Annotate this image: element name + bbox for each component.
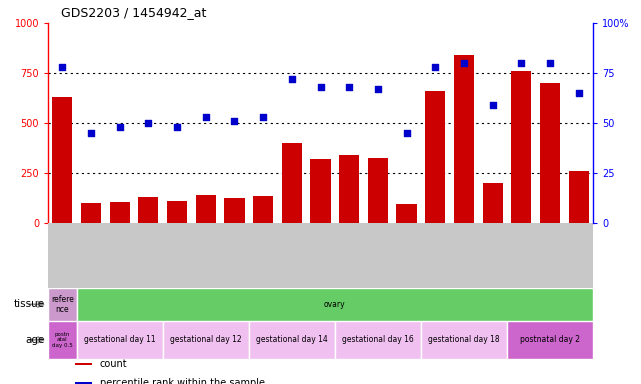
Point bbox=[401, 130, 412, 136]
Point bbox=[172, 124, 182, 130]
Point bbox=[430, 64, 440, 70]
Bar bbox=[454, 55, 474, 223]
Text: refere
nce: refere nce bbox=[51, 295, 74, 314]
Bar bbox=[196, 195, 216, 223]
Point bbox=[229, 118, 240, 124]
Bar bbox=[483, 183, 503, 223]
Point bbox=[516, 60, 526, 66]
Point bbox=[57, 64, 67, 70]
Text: gestational day 11: gestational day 11 bbox=[84, 335, 156, 344]
Text: count: count bbox=[100, 359, 128, 369]
Bar bbox=[339, 155, 359, 223]
Point bbox=[315, 84, 326, 90]
Point bbox=[459, 60, 469, 66]
Text: percentile rank within the sample: percentile rank within the sample bbox=[100, 378, 265, 384]
Bar bbox=[397, 204, 417, 223]
Bar bbox=[77, 321, 163, 359]
Bar bbox=[569, 171, 588, 223]
Bar bbox=[48, 288, 77, 321]
Bar bbox=[48, 321, 77, 359]
Bar bbox=[425, 91, 445, 223]
Point bbox=[574, 90, 584, 96]
Text: tissue: tissue bbox=[13, 299, 45, 310]
Point bbox=[115, 124, 125, 130]
Point bbox=[344, 84, 354, 90]
Text: GDS2203 / 1454942_at: GDS2203 / 1454942_at bbox=[61, 6, 206, 19]
Bar bbox=[421, 321, 507, 359]
Text: ovary: ovary bbox=[324, 300, 345, 309]
Bar bbox=[540, 83, 560, 223]
Bar bbox=[53, 97, 72, 223]
Text: gestational day 14: gestational day 14 bbox=[256, 335, 328, 344]
Point bbox=[372, 86, 383, 92]
Point bbox=[258, 114, 269, 120]
Bar bbox=[282, 143, 302, 223]
Bar bbox=[335, 321, 421, 359]
Bar bbox=[368, 158, 388, 223]
Text: gestational day 12: gestational day 12 bbox=[170, 335, 242, 344]
Point bbox=[86, 130, 96, 136]
Bar bbox=[81, 203, 101, 223]
Text: gestational day 18: gestational day 18 bbox=[428, 335, 500, 344]
Point bbox=[201, 114, 211, 120]
Bar bbox=[76, 362, 92, 365]
Point bbox=[287, 76, 297, 82]
Bar bbox=[310, 159, 331, 223]
Point bbox=[144, 120, 154, 126]
Bar bbox=[163, 321, 249, 359]
Bar bbox=[110, 202, 129, 223]
Bar bbox=[76, 382, 92, 384]
Bar bbox=[507, 321, 593, 359]
Bar bbox=[138, 197, 158, 223]
Bar bbox=[253, 196, 273, 223]
Bar bbox=[224, 198, 244, 223]
Point bbox=[487, 102, 497, 108]
Text: postn
atal
day 0.5: postn atal day 0.5 bbox=[52, 331, 73, 348]
Text: gestational day 16: gestational day 16 bbox=[342, 335, 413, 344]
Bar bbox=[167, 201, 187, 223]
Text: age: age bbox=[26, 335, 45, 345]
Bar bbox=[249, 321, 335, 359]
Bar bbox=[512, 71, 531, 223]
Point bbox=[545, 60, 555, 66]
Text: postnatal day 2: postnatal day 2 bbox=[520, 335, 580, 344]
